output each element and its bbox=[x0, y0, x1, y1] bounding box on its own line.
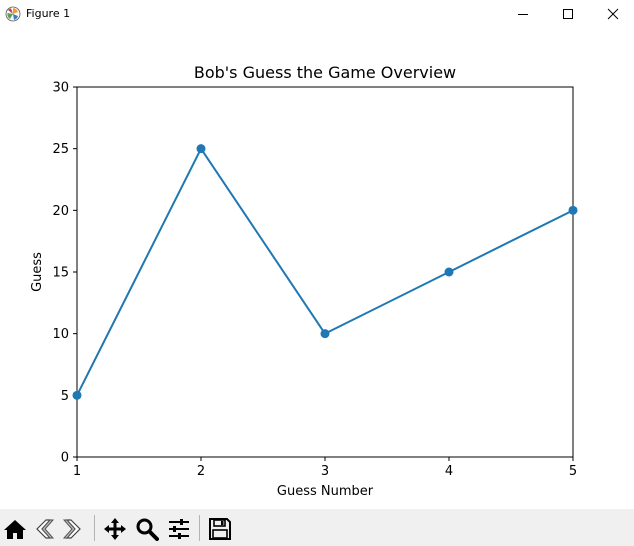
y-axis-label: Guess bbox=[30, 252, 45, 292]
title-bar[interactable]: Figure 1 bbox=[0, 0, 634, 28]
data-point bbox=[72, 390, 82, 400]
y-tick-label: 15 bbox=[52, 266, 69, 281]
move-icon bbox=[104, 518, 126, 540]
data-point bbox=[568, 205, 578, 215]
back-button[interactable] bbox=[30, 515, 58, 543]
zoom-button[interactable] bbox=[133, 515, 161, 543]
maximize-icon bbox=[563, 9, 573, 19]
y-tick-label: 25 bbox=[52, 142, 69, 157]
plot-area[interactable] bbox=[76, 86, 574, 458]
sliders-icon bbox=[169, 519, 189, 539]
back-arrow-icon bbox=[36, 519, 55, 539]
home-icon bbox=[4, 520, 26, 539]
close-button[interactable] bbox=[590, 0, 634, 28]
navigation-toolbar bbox=[0, 509, 634, 546]
x-tick-label: 4 bbox=[445, 464, 453, 479]
maximize-button[interactable] bbox=[545, 0, 591, 28]
toolbar-separator bbox=[199, 515, 200, 541]
matplotlib-logo-icon bbox=[5, 6, 21, 22]
magnifier-icon bbox=[136, 518, 159, 541]
y-tick-label: 30 bbox=[52, 81, 69, 96]
line-chart[interactable]: Bob's Guess the Game Overview 1 2 3 4 5 0 5 10 1… bbox=[0, 28, 634, 509]
x-tick-label: 3 bbox=[321, 464, 329, 479]
save-button[interactable] bbox=[206, 515, 234, 543]
y-tick-label: 10 bbox=[52, 327, 69, 342]
y-tick-label: 5 bbox=[61, 389, 69, 404]
toolbar-separator bbox=[94, 515, 95, 541]
x-tick-label: 1 bbox=[73, 464, 81, 479]
x-tick-label: 2 bbox=[197, 464, 205, 479]
data-point bbox=[444, 267, 454, 277]
floppy-disk-icon bbox=[209, 518, 231, 540]
data-point bbox=[320, 329, 330, 339]
forward-arrow-icon bbox=[62, 519, 81, 539]
y-tick-label: 0 bbox=[61, 451, 69, 466]
close-icon bbox=[607, 8, 619, 20]
chart-title: Bob's Guess the Game Overview bbox=[194, 63, 456, 82]
y-tick-label: 20 bbox=[52, 204, 69, 219]
x-axis-label: Guess Number bbox=[277, 484, 374, 499]
series-line bbox=[76, 147, 574, 396]
forward-button[interactable] bbox=[59, 515, 87, 543]
pan-button[interactable] bbox=[101, 515, 129, 543]
configure-subplots-button[interactable] bbox=[165, 515, 193, 543]
window-title: Figure 1 bbox=[26, 7, 71, 20]
minimize-button[interactable] bbox=[500, 0, 546, 28]
home-button[interactable] bbox=[1, 515, 29, 543]
x-tick-label: 5 bbox=[569, 464, 577, 479]
figure-canvas[interactable]: Bob's Guess the Game Overview 1 2 3 4 5 0 5 10 1… bbox=[0, 28, 634, 509]
data-point bbox=[196, 144, 206, 154]
minimize-icon bbox=[518, 14, 528, 15]
